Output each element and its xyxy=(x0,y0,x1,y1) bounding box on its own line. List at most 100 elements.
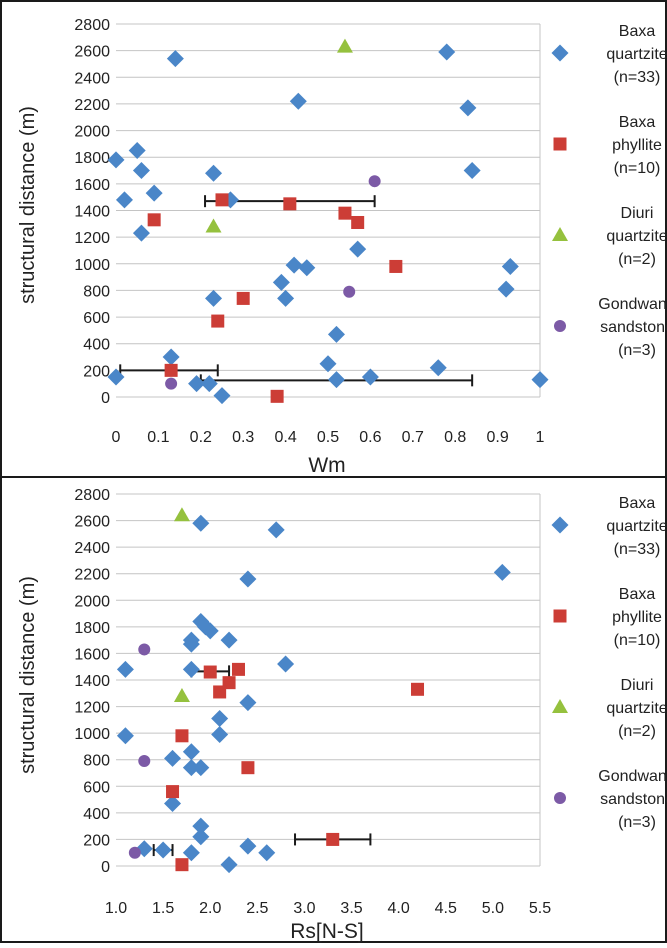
baxa-quartzite-point xyxy=(205,290,222,307)
y-tick-labels: 0200400600800100012001400160018002000220… xyxy=(74,487,110,876)
baxa-phyllite-point xyxy=(232,663,245,676)
diuri-quartzite-point xyxy=(206,218,222,232)
x-tick-label: 3.5 xyxy=(340,900,362,917)
legend-label: Diuri xyxy=(621,205,654,222)
baxa-quartzite-point xyxy=(277,656,294,673)
x-tick-label: 0.7 xyxy=(402,429,424,446)
baxa-phyllite-point xyxy=(175,858,188,871)
panel-wm: 0200400600800100012001400160018002000220… xyxy=(17,17,667,477)
baxa-quartzite-point xyxy=(258,844,275,861)
baxa-quartzite-point xyxy=(108,151,125,168)
baxa-phyllite-point xyxy=(237,292,250,305)
legend-label: quartzite xyxy=(606,46,667,63)
legend-label: (n=33) xyxy=(614,69,661,86)
x-tick-label: 0.8 xyxy=(444,429,466,446)
error-bars xyxy=(154,665,371,856)
baxa-quartzite-point xyxy=(290,93,307,110)
x-tick-label: 1.0 xyxy=(105,900,127,917)
legend: Baxaquartzite(n=33)Baxaphyllite(n=10)Diu… xyxy=(552,23,667,359)
baxa-quartzite-point xyxy=(163,349,180,366)
baxa-phyllite-point xyxy=(389,260,402,273)
baxa-quartzite-point xyxy=(183,743,200,760)
legend-label: sandstone xyxy=(600,319,667,336)
baxa-quartzite-point xyxy=(328,326,345,343)
y-tick-label: 800 xyxy=(83,753,110,770)
baxa-phyllite-point xyxy=(241,761,254,774)
y-tick-label: 400 xyxy=(83,337,110,354)
x-tick-label: 5.5 xyxy=(529,900,551,917)
x-tick-label: 0.4 xyxy=(274,429,296,446)
baxa-quartzite-point xyxy=(205,165,222,182)
baxa-quartzite-point xyxy=(117,661,134,678)
baxa-quartzite-point xyxy=(214,387,231,404)
y-tick-label: 400 xyxy=(83,806,110,823)
baxa-quartzite-point xyxy=(239,571,256,588)
gondwana-sandstone-point xyxy=(129,847,141,859)
baxa-quartzite-point xyxy=(133,162,150,179)
x-tick-label: 3.0 xyxy=(293,900,315,917)
baxa-quartzite-point xyxy=(239,694,256,711)
baxa-quartzite-point xyxy=(167,50,184,67)
diuri-quartzite-point xyxy=(174,507,190,521)
baxa-quartzite-point xyxy=(192,828,209,845)
x-tick-label: 2.5 xyxy=(246,900,268,917)
baxa-quartzite-point xyxy=(349,241,366,258)
baxa-phyllite-point xyxy=(326,833,339,846)
x-tick-label: 0.3 xyxy=(232,429,254,446)
legend-baxa-quartzite-marker xyxy=(552,517,569,534)
y-tick-label: 600 xyxy=(83,310,110,327)
y-tick-label: 1200 xyxy=(74,230,110,247)
baxa-quartzite-point xyxy=(183,661,200,678)
legend-label: (n=33) xyxy=(614,541,661,558)
baxa-phyllite-point xyxy=(283,197,296,210)
x-tick-label: 0.6 xyxy=(359,429,381,446)
legend-label: Baxa xyxy=(619,495,656,512)
y-axis-label: structural distance (m) xyxy=(17,576,39,774)
baxa-quartzite-point xyxy=(192,759,209,776)
y-tick-label: 1600 xyxy=(74,646,110,663)
baxa-quartzite-point xyxy=(116,191,133,208)
legend-label: (n=2) xyxy=(618,723,656,740)
baxa-quartzite-point xyxy=(362,369,379,386)
x-tick-label: 0.9 xyxy=(486,429,508,446)
baxa-phyllite-point xyxy=(175,729,188,742)
diuri-quartzite-point xyxy=(337,39,353,53)
baxa-quartzite-point xyxy=(277,290,294,307)
x-axis-label: Rs[N-S] xyxy=(290,920,364,943)
legend-label: (n=2) xyxy=(618,251,656,268)
baxa-quartzite-point xyxy=(146,185,163,202)
legend-label: Gondwana xyxy=(598,768,667,785)
legend-label: quartzite xyxy=(606,228,667,245)
legend-label: phyllite xyxy=(612,609,662,626)
x-tick-label: 4.0 xyxy=(388,900,410,917)
baxa-quartzite-point xyxy=(328,371,345,388)
y-tick-label: 1600 xyxy=(74,177,110,194)
y-tick-label: 1200 xyxy=(74,700,110,717)
x-tick-label: 1 xyxy=(536,429,545,446)
legend-label: Baxa xyxy=(619,23,656,40)
baxa-phyllite-point xyxy=(148,213,161,226)
baxa-quartzite-point xyxy=(129,142,146,159)
baxa-quartzite-point xyxy=(155,842,172,859)
legend-label: Diuri xyxy=(621,677,654,694)
grid-lines xyxy=(116,494,540,866)
legend-label: phyllite xyxy=(612,137,662,154)
x-tick-label: 5.0 xyxy=(482,900,504,917)
baxa-quartzite-point xyxy=(502,258,519,275)
baxa-quartzite-point xyxy=(320,355,337,372)
y-tick-label: 1000 xyxy=(74,257,110,274)
y-tick-label: 0 xyxy=(101,859,110,876)
y-tick-label: 2200 xyxy=(74,97,110,114)
baxa-phyllite-point xyxy=(271,390,284,403)
legend-gondwana-sandstone-marker xyxy=(554,792,566,804)
y-tick-label: 1000 xyxy=(74,726,110,743)
y-tick-label: 1400 xyxy=(74,204,110,221)
legend-label: Baxa xyxy=(619,586,656,603)
data-points xyxy=(108,39,549,405)
legend-label: Gondwana xyxy=(598,296,667,313)
x-tick-label: 0.5 xyxy=(317,429,339,446)
y-tick-label: 0 xyxy=(101,390,110,407)
y-tick-label: 2000 xyxy=(74,124,110,141)
